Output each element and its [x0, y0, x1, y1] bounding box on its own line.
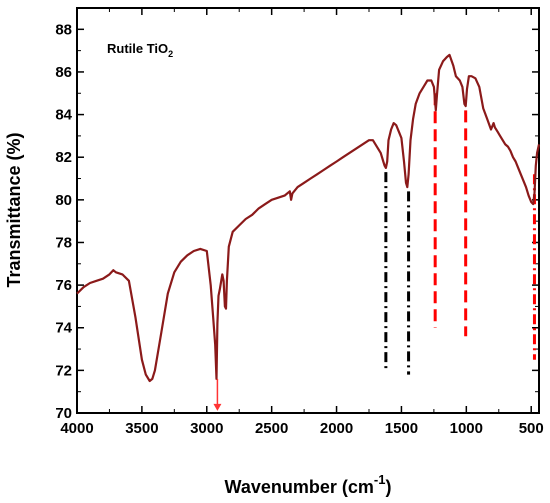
- y-tick-label: 70: [55, 405, 72, 422]
- y-tick-labels: 70 72 74 76 78 80 82 84 86 88: [55, 21, 72, 422]
- x-tick-label: 2500: [255, 420, 288, 437]
- peak-arrow: [213, 378, 222, 411]
- x-tick-label: 1000: [450, 420, 483, 437]
- plot-frame: [76, 7, 540, 414]
- x-tick-label: 4000: [60, 420, 93, 437]
- y-tick-label: 80: [55, 192, 72, 209]
- y-tick-label: 84: [55, 107, 72, 124]
- y-tick-label: 88: [55, 21, 72, 38]
- x-tick-label: 500: [519, 420, 544, 437]
- sample-annotation: Rutile TiO2: [107, 41, 173, 59]
- x-tick-label: 2000: [320, 420, 353, 437]
- x-axis-title: Wavenumber (cm-1): [225, 472, 392, 497]
- x-axis-title-close: ): [385, 477, 391, 497]
- x-tick-label: 3500: [125, 420, 158, 437]
- sample-annotation-sub: 2: [168, 49, 173, 59]
- sample-annotation-main: Rutile TiO: [107, 41, 168, 56]
- tick-marks: [76, 8, 539, 414]
- y-tick-label: 78: [55, 234, 72, 251]
- x-tick-label: 1500: [385, 420, 418, 437]
- y-axis-title: Transmittance (%): [4, 132, 24, 287]
- x-axis-title-sup: -1: [374, 472, 386, 487]
- x-axis-title-main: Wavenumber (cm: [225, 477, 374, 497]
- y-tick-label: 72: [55, 362, 72, 379]
- y-tick-label: 76: [55, 277, 72, 294]
- x-tick-label: 3000: [190, 420, 223, 437]
- y-tick-label: 86: [55, 64, 72, 81]
- x-tick-labels: 4000 3500 3000 2500 2000 1500 1000 500: [60, 420, 543, 437]
- y-tick-label: 82: [55, 149, 72, 166]
- spectrum-line: [76, 53, 541, 383]
- peak-markers: [384, 93, 536, 375]
- y-tick-label: 74: [55, 320, 72, 337]
- arrow-head: [213, 403, 222, 411]
